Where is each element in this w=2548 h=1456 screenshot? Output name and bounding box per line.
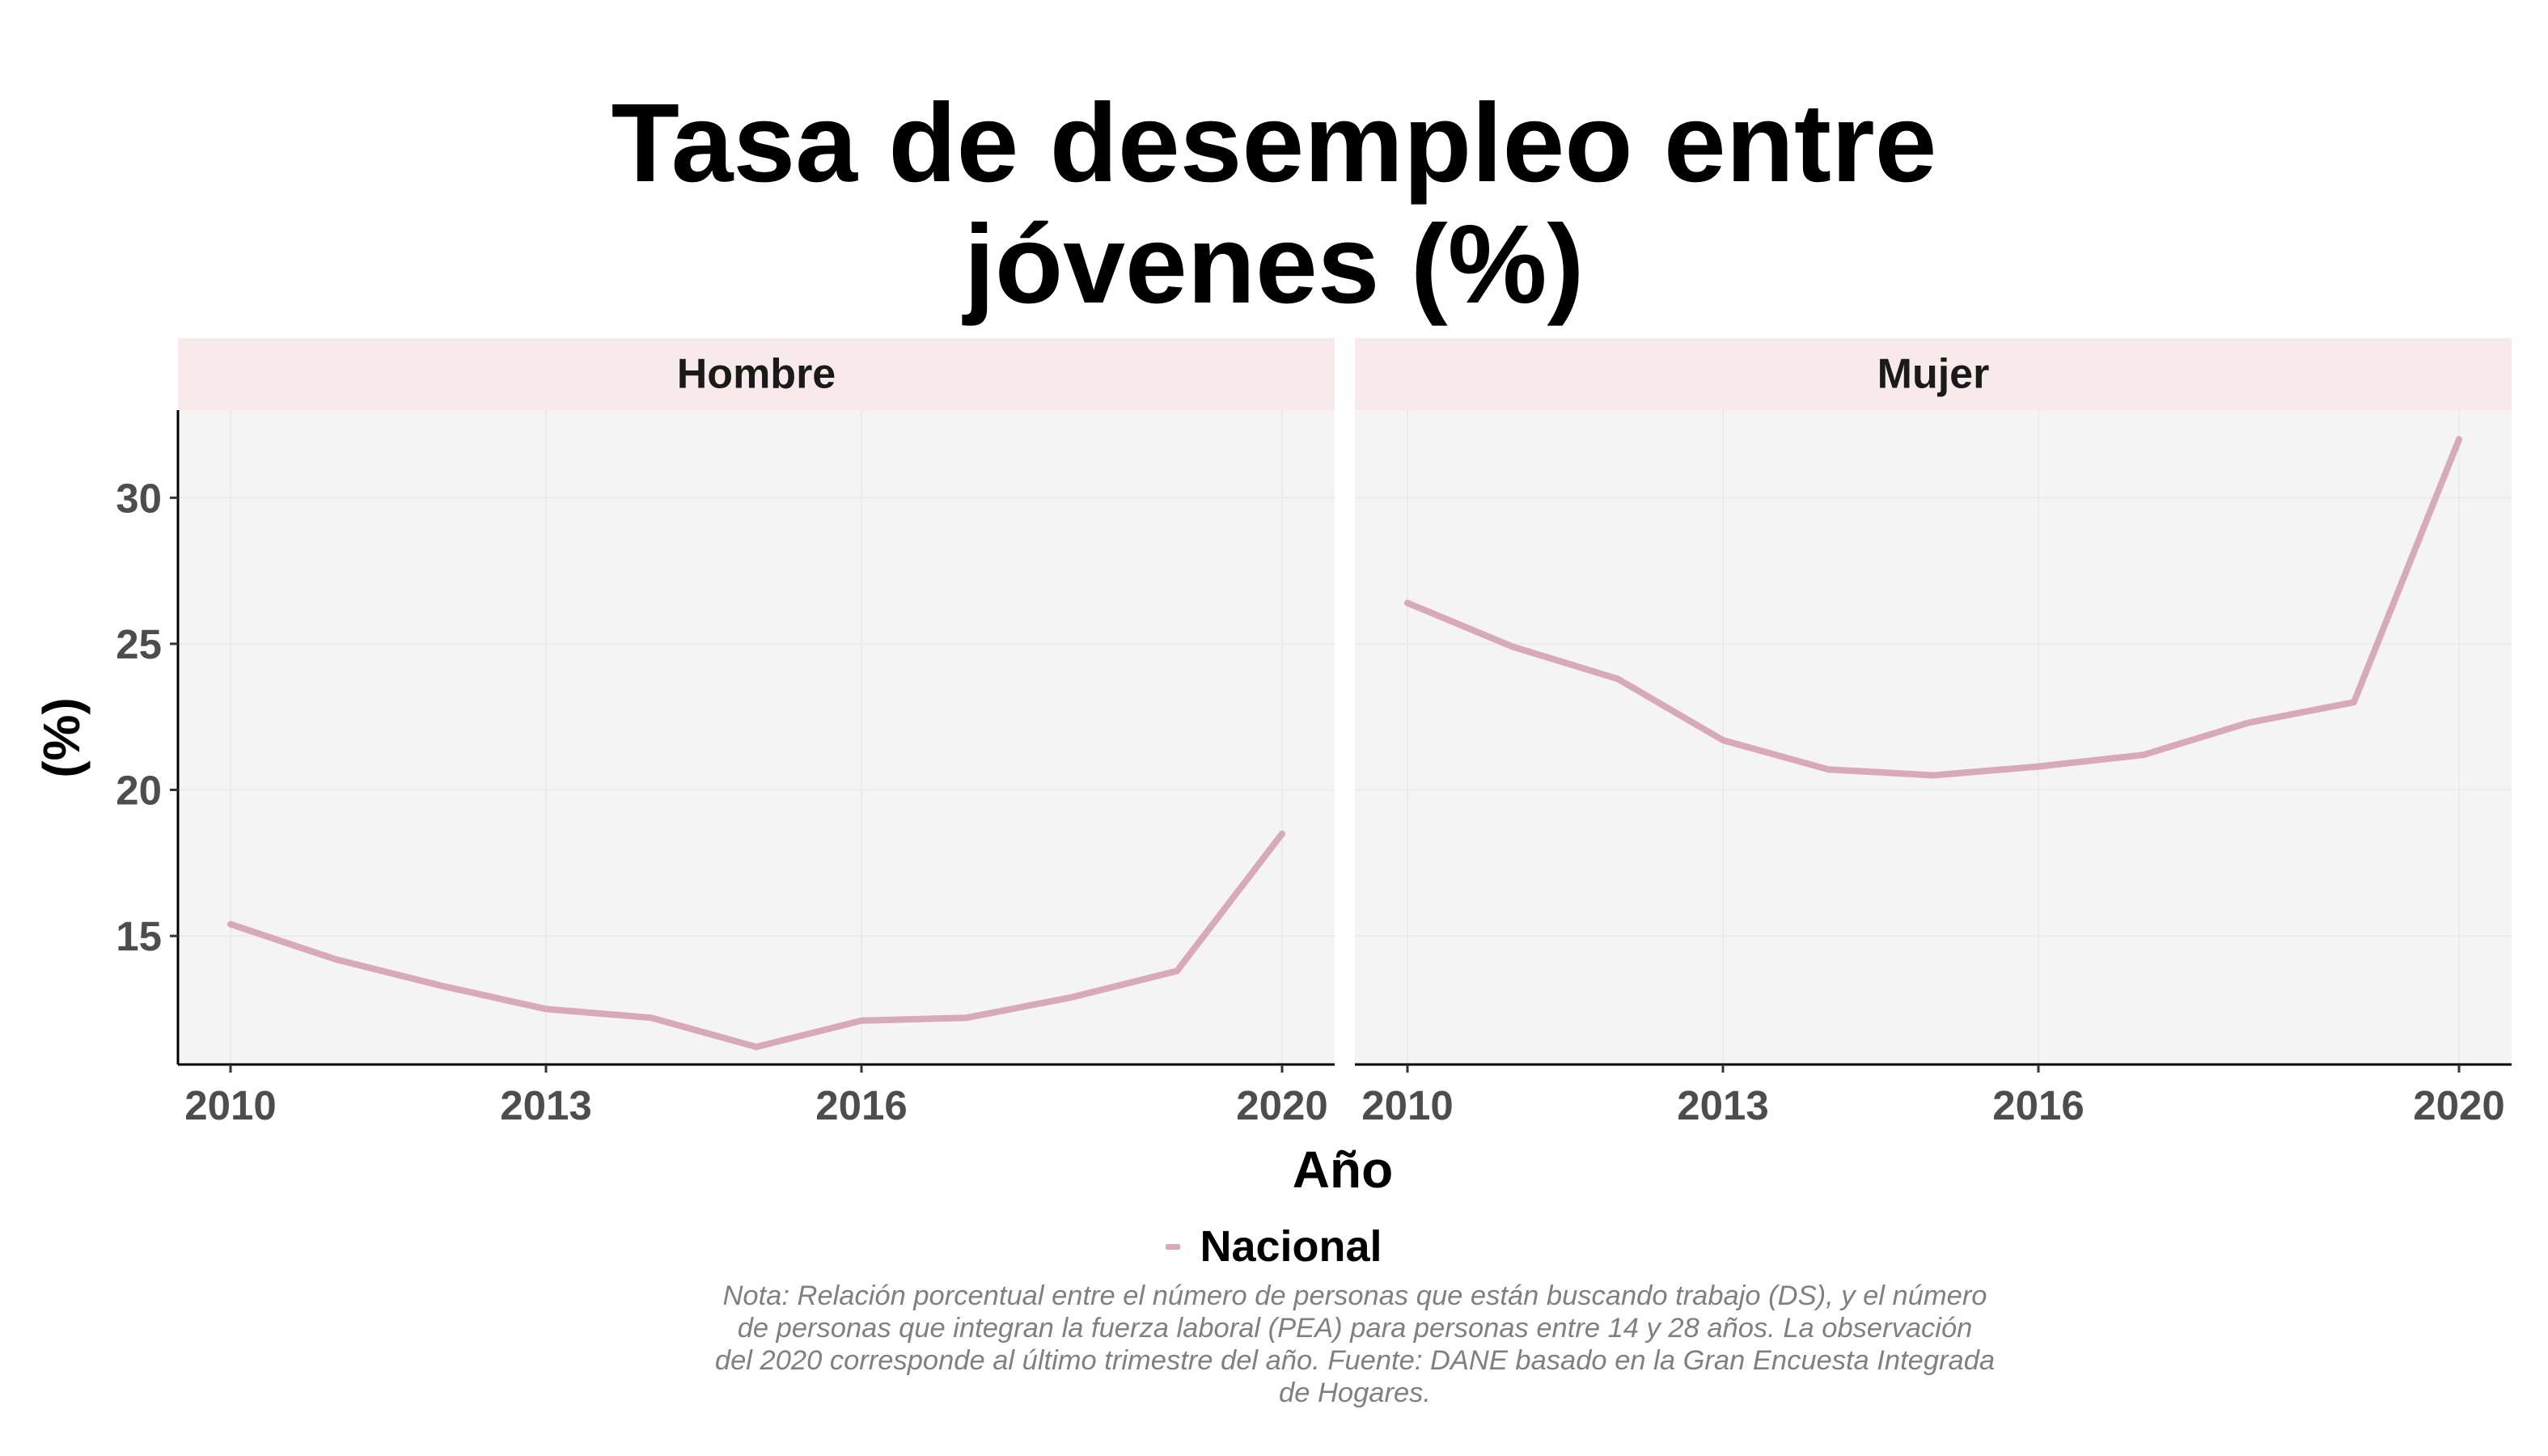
x-tick-label: 2010 [184,1082,276,1128]
series-line-nacional [1404,436,2462,779]
facet-strip-0 [178,338,1335,410]
panel-background-1 [1355,410,2512,1064]
footnote-line-1: Nota: Relación porcentual entre el númer… [722,1280,1987,1311]
footnote-line-2: de personas que integran la fuerza labor… [737,1313,1973,1344]
footnote-line-3: del 2020 corresponde al último trimestre… [714,1345,1996,1376]
x-tick-label: 2020 [2413,1082,2504,1128]
y-tick-label: 20 [116,768,162,814]
legend: Nacional [0,1221,2548,1272]
chart-title-line-2: jóvenes (%) [963,202,1585,327]
series-line-nacional [227,830,1285,1051]
facet-strip-label: Hombre [677,351,836,398]
x-tick-label: 2010 [1361,1082,1453,1128]
y-tick-label: 15 [116,913,162,959]
legend-label-nacional: Nacional [1200,1222,1382,1271]
facet-strip-label: Mujer [1877,351,1990,398]
x-tick-label: 2016 [815,1082,907,1128]
x-tick-label: 2020 [1236,1082,1327,1128]
chart-title-line-1: Tasa de desempleo entre [611,81,1937,205]
y-axis-title: (%) [32,697,91,778]
legend-key-nacional [1166,1243,1181,1250]
x-axis-title: Año [1293,1141,1393,1199]
x-tick-label: 2013 [1677,1082,1768,1128]
facet-strip-1 [1355,338,2512,410]
y-tick-label: 25 [116,621,162,667]
y-tick-label: 30 [116,475,162,521]
footnote: Nota: Relación porcentual entre el númer… [566,1280,2144,1409]
x-tick-label: 2013 [500,1082,591,1128]
footnote-line-4: de Hogares. [1279,1378,1431,1408]
x-tick-label: 2016 [1992,1082,2084,1128]
panel-background-0 [178,410,1335,1064]
